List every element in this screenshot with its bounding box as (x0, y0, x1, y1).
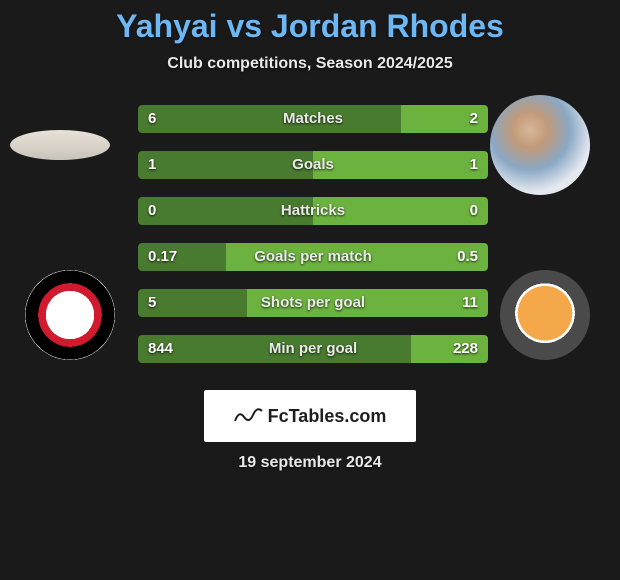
player-right-avatar (490, 95, 590, 195)
page-title: Yahyai vs Jordan Rhodes (0, 0, 620, 45)
subtitle: Club competitions, Season 2024/2025 (0, 55, 620, 73)
club-crest-right (500, 270, 590, 360)
stat-bar-right-segment (401, 105, 489, 133)
stat-bar-left-segment (138, 151, 313, 179)
stat-bar-left-segment (138, 335, 411, 363)
stat-bar: Shots per goal511 (138, 289, 488, 317)
stat-bar-list: Matches62 Goals11 Hattricks00 Goals per mat… (138, 105, 488, 381)
stat-bar: Hattricks00 (138, 197, 488, 225)
stat-bar-right-segment (411, 335, 488, 363)
stat-bar-left-segment (138, 289, 247, 317)
club-crest-left (25, 270, 115, 360)
stat-bar-right-segment (247, 289, 489, 317)
branding-label: FcTables.com (268, 406, 387, 427)
stat-bar-right-segment (226, 243, 489, 271)
branding-chip: FcTables.com (204, 390, 416, 442)
stat-bar: Min per goal844228 (138, 335, 488, 363)
player-left-avatar (10, 130, 110, 160)
stat-bar: Matches62 (138, 105, 488, 133)
date-label: 19 september 2024 (0, 454, 620, 472)
stat-bar-left-segment (138, 243, 226, 271)
stat-bar-right-segment (313, 197, 488, 225)
stat-bar: Goals per match0.170.5 (138, 243, 488, 271)
stat-bar-left-segment (138, 197, 313, 225)
stat-bar-right-segment (313, 151, 488, 179)
branding-wave-icon (234, 408, 264, 424)
stat-bar-left-segment (138, 105, 401, 133)
stat-bar: Goals11 (138, 151, 488, 179)
